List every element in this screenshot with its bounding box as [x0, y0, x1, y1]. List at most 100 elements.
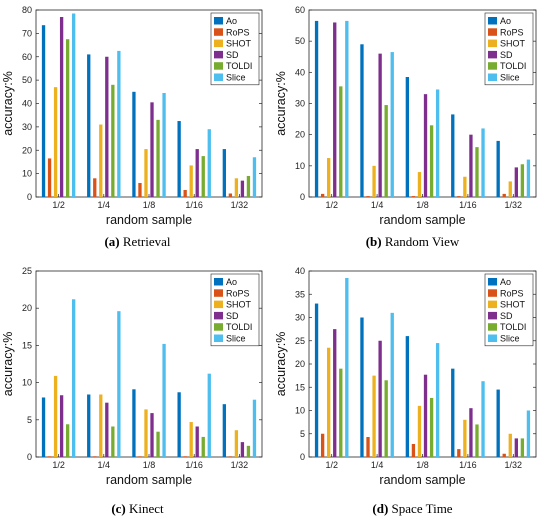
bar-shot-1-2 — [53, 375, 58, 457]
x-tick-label: 1/16 — [185, 200, 203, 210]
legend-swatch-slice — [214, 73, 223, 81]
legend-label-sd: SD — [226, 311, 239, 321]
legend-swatch-rops — [214, 289, 223, 297]
y-tick-label: 50 — [22, 75, 32, 85]
bar-sd-1-2 — [59, 17, 64, 198]
bar-sd-1-2 — [333, 22, 337, 197]
x-tick-label: 1/2 — [325, 200, 338, 210]
legend-swatch-ao — [214, 17, 223, 25]
bar-sd-1-16 — [195, 149, 199, 197]
bar-slice-1-4 — [117, 311, 121, 457]
legend-swatch-sd — [214, 311, 223, 320]
y-tick-label: 10 — [22, 378, 32, 388]
bar-shot-1-32 — [508, 433, 512, 457]
legend-label-ao: Ao — [500, 16, 511, 26]
legend-label-slice: Slice — [226, 334, 246, 344]
x-tick-label: 1/2 — [52, 200, 65, 210]
legend-label-sd: SD — [226, 50, 239, 60]
y-axis-label: accuracy:% — [1, 332, 15, 397]
bar-toldi-1-32 — [246, 175, 251, 197]
bar-rops-1-32 — [228, 456, 233, 457]
y-tick-label: 15 — [295, 382, 305, 392]
legend-swatch-sd — [488, 50, 497, 59]
bar-rops-1-4 — [366, 437, 370, 457]
bar-rops-1-4 — [366, 196, 370, 197]
bar-slice-1-2 — [345, 277, 349, 457]
bar-rops-1-16 — [183, 189, 187, 197]
bar-sd-1-32 — [240, 442, 245, 457]
x-tick-label: 1/32 — [231, 200, 249, 210]
y-tick-label: 15 — [22, 340, 32, 350]
bar-toldi-1-16 — [475, 424, 479, 457]
bar-ao-1-16 — [451, 114, 455, 197]
y-axis-label: accuracy:% — [274, 332, 288, 397]
bar-sd-1-4 — [378, 53, 382, 198]
legend-swatch-slice — [488, 334, 497, 342]
bar-shot-1-8 — [144, 149, 148, 197]
bar-slice-1-32 — [526, 159, 531, 197]
bar-ao-1-4 — [360, 44, 364, 198]
y-axis-label: accuracy:% — [1, 71, 15, 136]
legend-swatch-rops — [214, 28, 223, 36]
legend-label-slice: Slice — [500, 334, 520, 344]
y-tick-label: 25 — [295, 336, 305, 346]
y-tick-label: 30 — [295, 313, 305, 323]
bar-toldi-1-2 — [65, 424, 70, 457]
bar-ao-1-8 — [132, 389, 136, 457]
y-tick-label: 40 — [295, 67, 305, 77]
bar-ao-1-8 — [132, 91, 136, 197]
legend-swatch-rops — [488, 28, 497, 36]
bar-rops-1-8 — [411, 443, 416, 457]
bar-toldi-1-8 — [156, 119, 160, 197]
legend-label-slice: Slice — [500, 73, 520, 83]
y-tick-label: 30 — [22, 122, 32, 132]
bar-ao-1-32 — [496, 140, 500, 197]
y-tick-label: 5 — [27, 415, 32, 425]
legend-label-shot: SHOT — [500, 300, 526, 310]
caption-text: Random View — [384, 234, 460, 249]
bar-rops-1-2 — [47, 158, 52, 197]
bar-toldi-1-2 — [65, 39, 70, 197]
bar-slice-1-32 — [252, 399, 257, 457]
bar-ao-1-4 — [87, 394, 91, 457]
x-tick-label: 1/8 — [143, 200, 156, 210]
caption-letter: (a) — [104, 234, 120, 249]
x-tick-label: 1/32 — [231, 460, 249, 470]
chart-panel-space-time: 0 5 10 15 20 25 30 35 40 1/2 1/4 1/8 1/16 1/32 random … — [274, 261, 550, 522]
bar-shot-1-2 — [327, 347, 331, 457]
x-tick-label: 1/32 — [505, 200, 523, 210]
x-tick-label: 1/32 — [505, 460, 523, 470]
legend-label-toldi: TOLDI — [500, 322, 526, 332]
bar-sd-1-32 — [514, 438, 518, 457]
bar-rops-1-2 — [47, 456, 52, 457]
bar-rops-1-8 — [411, 196, 416, 197]
caption-text: Space Time — [391, 501, 453, 516]
bar-toldi-1-16 — [475, 147, 479, 197]
bar-sd-1-2 — [59, 395, 64, 457]
bar-sd-1-4 — [105, 56, 109, 197]
bar-rops-1-32 — [502, 193, 506, 197]
bar-sd-1-8 — [150, 413, 154, 457]
x-tick-label: 1/4 — [371, 200, 384, 210]
bar-slice-1-16 — [207, 373, 211, 457]
bar-rops-1-16 — [183, 456, 187, 457]
chart-space-time: 0 5 10 15 20 25 30 35 40 1/2 1/4 1/8 1/16 1/32 random … — [274, 266, 537, 487]
bar-slice-1-2 — [72, 299, 76, 457]
caption-text: Retrieval — [122, 234, 171, 249]
bar-ao-1-8 — [405, 336, 410, 457]
bar-rops-1-32 — [228, 193, 233, 197]
y-tick-label: 35 — [295, 289, 305, 299]
y-tick-label: 50 — [295, 36, 305, 46]
legend-swatch-toldi — [488, 323, 497, 331]
bar-toldi-1-8 — [429, 397, 434, 457]
x-tick-label: 1/2 — [52, 460, 65, 470]
bar-slice-1-8 — [162, 343, 166, 457]
legend-swatch-toldi — [214, 323, 223, 331]
bar-toldi-1-16 — [201, 436, 205, 457]
legend-swatch-toldi — [214, 62, 223, 70]
legend-swatch-ao — [488, 17, 497, 25]
x-tick-label: 1/4 — [371, 460, 384, 470]
bar-slice-1-2 — [345, 20, 349, 198]
bar-slice-1-2 — [72, 13, 76, 197]
bar-toldi-1-32 — [520, 438, 525, 457]
